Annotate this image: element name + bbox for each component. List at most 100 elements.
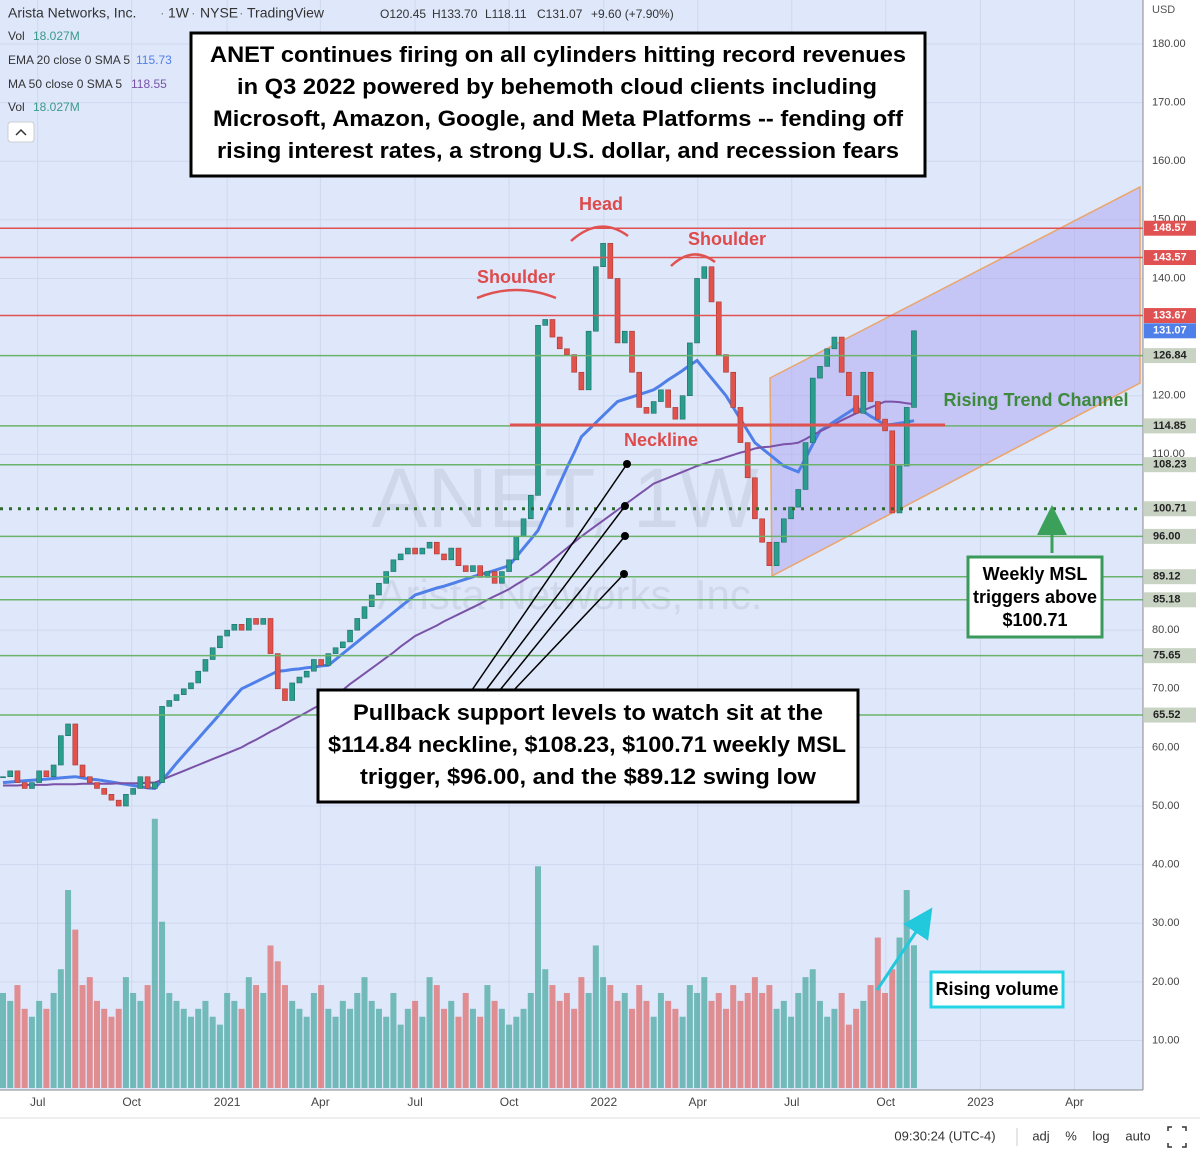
msl-line: triggers above: [973, 587, 1097, 607]
candle-body: [332, 647, 339, 654]
separator: ·: [239, 5, 244, 21]
volume-bar: [144, 985, 151, 1088]
volume-note-box: [929, 970, 1065, 1009]
candle-body: [253, 618, 259, 625]
volume-bar: [636, 985, 643, 1088]
candle-body: [564, 348, 570, 355]
volume-bar: [361, 977, 368, 1088]
volume-bar: [694, 992, 701, 1088]
candle-body: [426, 541, 433, 549]
candle-body: [361, 606, 368, 619]
candle-body: [390, 559, 397, 572]
legend-volume: Vol: [8, 29, 25, 43]
volume-bar: [556, 1000, 563, 1088]
channel-label: Rising Trend Channel: [943, 390, 1128, 410]
legend-ema: EMA 20 close 0 SMA 5: [8, 53, 130, 67]
volume-bar: [137, 1000, 144, 1088]
ohlc-low: L118.11: [485, 7, 527, 21]
volume-bar: [549, 985, 556, 1088]
volume-bar: [477, 1016, 484, 1088]
x-tick-label: Apr: [688, 1095, 707, 1109]
price-axis: [1143, 0, 1200, 1090]
volume-bar: [585, 992, 592, 1088]
candle-body: [621, 330, 628, 344]
candle-body: [600, 242, 606, 268]
head-arc: [570, 225, 629, 242]
volume-bar: [874, 937, 881, 1088]
volume-bar: [780, 1000, 787, 1088]
volume-bar: [542, 969, 549, 1088]
price-tag-label: 96.00: [1153, 530, 1181, 542]
footer-button[interactable]: auto: [1125, 1128, 1150, 1143]
candle-body: [405, 547, 411, 555]
volume-bar: [838, 992, 845, 1088]
candle-body: [274, 653, 281, 690]
volume-arrow: [875, 907, 933, 991]
price-tag-label: 148.57: [1153, 222, 1187, 234]
candle-body: [513, 536, 520, 561]
candle-body: [860, 371, 867, 414]
volume-bar: [867, 985, 874, 1088]
candle-body: [267, 618, 274, 654]
volume-bar: [730, 985, 737, 1088]
volume-bar: [614, 1000, 621, 1088]
candle-body: [282, 688, 288, 701]
candle-body: [824, 348, 831, 367]
neckline-label: Neckline: [624, 430, 698, 450]
collapse-button[interactable]: [7, 121, 35, 143]
y-tick-label: 170.00: [1152, 96, 1186, 108]
candle-body: [629, 330, 635, 373]
candle-body: [527, 495, 534, 520]
volume-bar: [831, 1008, 838, 1088]
candle-body: [723, 354, 729, 373]
volume-bar: [715, 992, 722, 1088]
candle-body: [896, 465, 903, 514]
volume-bar: [853, 1008, 860, 1088]
price-tag: [1144, 501, 1196, 517]
candle-body: [846, 371, 852, 396]
candle-body: [448, 547, 455, 561]
candle-body: [838, 336, 845, 373]
x-tick-label: Oct: [876, 1095, 895, 1109]
candle-body: [701, 266, 708, 279]
price-tag-label: 65.52: [1153, 709, 1181, 721]
x-tick-label: Oct: [500, 1095, 519, 1109]
price-tag: [1144, 308, 1196, 324]
x-tick-label: 2023: [967, 1095, 994, 1109]
candle-body: [802, 442, 809, 490]
candle-body: [433, 541, 440, 555]
volume-bar: [448, 1000, 455, 1088]
x-tick-label: Apr: [1065, 1095, 1084, 1109]
candle-body: [506, 559, 512, 572]
candle-body: [7, 770, 14, 778]
shoulder-label: Shoulder: [477, 267, 555, 287]
candle-body: [455, 547, 462, 566]
y-tick-label: 10.00: [1152, 1034, 1180, 1046]
volume-bar: [484, 985, 491, 1088]
candle-body: [679, 395, 686, 420]
candle-body: [477, 565, 483, 578]
volume-bar: [737, 1000, 744, 1088]
volume-bar: [216, 1024, 223, 1088]
volume-bar: [433, 985, 440, 1088]
volume-bar: [368, 1000, 375, 1088]
volume-bar: [802, 977, 809, 1088]
footer-button[interactable]: adj: [1032, 1128, 1049, 1143]
footer-button[interactable]: %: [1065, 1128, 1077, 1143]
footer-button[interactable]: log: [1092, 1128, 1109, 1143]
volume-bar: [882, 992, 889, 1088]
legend-ma-value: 118.55: [131, 77, 167, 91]
fullscreen-button[interactable]: [1167, 1126, 1187, 1148]
candle-body: [889, 430, 896, 514]
price-tag-label: 126.84: [1153, 350, 1188, 362]
volume-bar: [643, 1000, 650, 1088]
candle-body: [108, 794, 115, 801]
volume-bar: [751, 977, 758, 1088]
volume-bar: [462, 992, 469, 1088]
y-tick-label: 70.00: [1152, 683, 1180, 695]
volume-bar: [722, 1008, 729, 1088]
candle-body: [419, 547, 426, 555]
last-price-tag: [1144, 323, 1196, 339]
volume-bar: [773, 1008, 780, 1088]
candle-body: [665, 389, 671, 408]
